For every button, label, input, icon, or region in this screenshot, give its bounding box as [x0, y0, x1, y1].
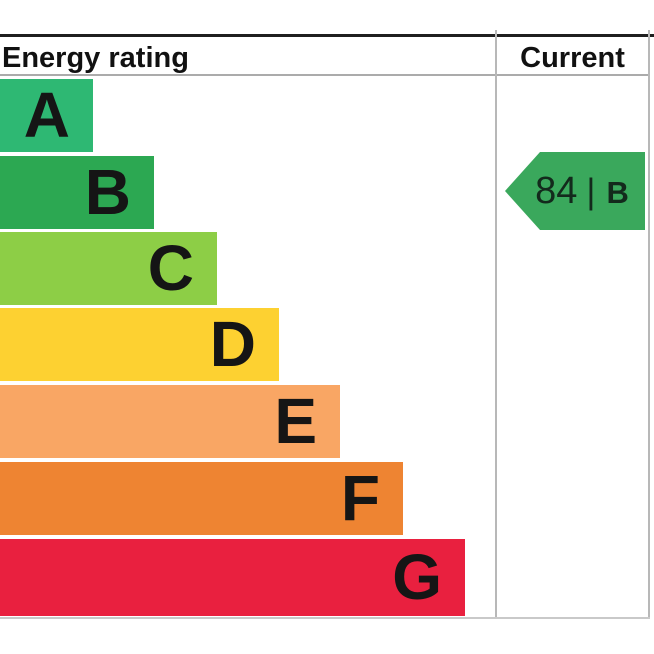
- current-rating-text: 84 | B: [535, 170, 629, 213]
- energy-rating-heading: Energy rating: [2, 42, 189, 74]
- band-b-bar: B: [0, 156, 154, 229]
- band-c-label: C: [147, 232, 194, 304]
- band-d-bar: D: [0, 308, 279, 381]
- band-a-label: A: [23, 79, 70, 151]
- band-g-bar: G: [0, 539, 465, 616]
- band-e-bar: E: [0, 385, 340, 458]
- table-top-border: [0, 34, 654, 37]
- table-bottom-border: [0, 617, 650, 619]
- badge-divider: |: [586, 171, 596, 211]
- current-column-heading: Current: [520, 42, 625, 74]
- column-divider-line: [495, 30, 497, 619]
- table-right-border: [648, 30, 650, 619]
- current-score: 84: [535, 169, 578, 212]
- band-f-bar: F: [0, 462, 403, 535]
- band-c-bar: C: [0, 232, 217, 305]
- current-rating-badge: 84 | B: [505, 152, 645, 230]
- band-g-label: G: [392, 541, 442, 613]
- band-d-label: D: [209, 308, 256, 380]
- header-divider-line: [0, 74, 650, 76]
- current-band-letter: B: [606, 174, 629, 210]
- band-a-bar: A: [0, 79, 93, 152]
- band-f-label: F: [340, 462, 380, 534]
- band-b-label: B: [84, 156, 131, 228]
- band-e-label: E: [274, 385, 317, 457]
